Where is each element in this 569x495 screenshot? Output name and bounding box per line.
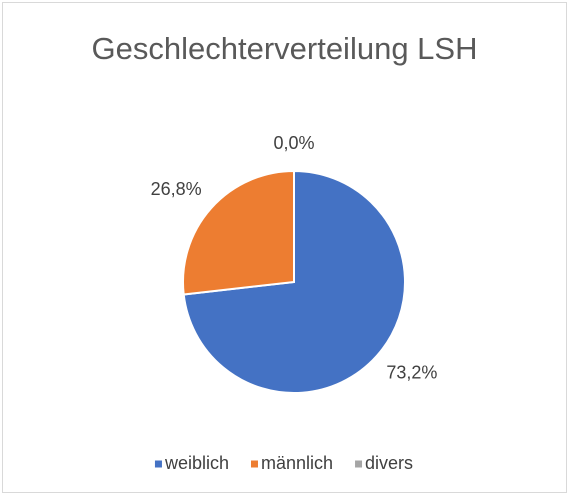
- chart-title: Geschlechterverteilung LSH: [91, 31, 478, 66]
- legend-label: weiblich: [164, 453, 229, 473]
- data-label: 73,2%: [386, 363, 437, 383]
- legend-label: männlich: [261, 453, 333, 473]
- legend-marker: [250, 460, 258, 468]
- data-label: 0,0%: [273, 133, 314, 153]
- legend-label: divers: [365, 453, 413, 473]
- pie-slice: [182, 169, 295, 296]
- title-box: Geschlechterverteilung LSH: [0, 30, 569, 68]
- legend-marker: [355, 460, 363, 468]
- data-label: 26,8%: [151, 179, 202, 199]
- legend-marker: [154, 460, 162, 468]
